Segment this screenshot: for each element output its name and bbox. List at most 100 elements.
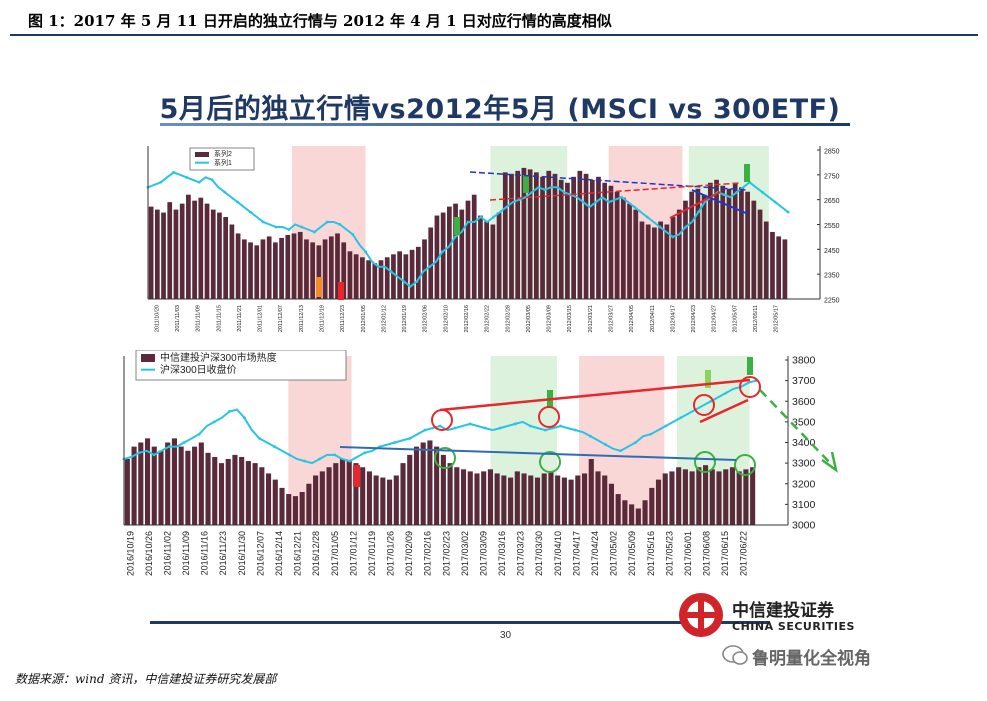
bar-78	[633, 209, 639, 299]
bar-19	[266, 236, 272, 299]
blue-trend-line	[339, 446, 737, 461]
bar-37	[373, 475, 379, 525]
bar-73	[602, 182, 608, 299]
bar-39	[387, 479, 393, 525]
x-tick-label-13: 2017/01/19	[367, 531, 377, 576]
bar-71	[602, 475, 608, 525]
bar-39	[391, 254, 396, 299]
highlight-circle-3	[739, 376, 761, 398]
y-tick-label-0: 3800	[792, 355, 816, 367]
y-tick-label-8: 3000	[792, 520, 816, 532]
bar-4	[151, 446, 157, 525]
bar-22	[285, 234, 291, 299]
x-tick-label-1: 2011/11/03	[175, 305, 181, 332]
y-tick-label-7: 3100	[792, 499, 816, 511]
red-arrow-lower	[699, 398, 749, 424]
line-point-62	[543, 188, 547, 192]
x-tick-label-19: 2017/03/09	[478, 531, 488, 576]
bar-64	[555, 475, 561, 525]
bar-23	[291, 233, 297, 299]
x-tick-label-7: 2016/12/07	[255, 531, 265, 576]
line-point-46	[441, 250, 444, 254]
y-tick-label-4: 3400	[792, 437, 816, 449]
bar-96	[745, 191, 750, 299]
line-point-80	[724, 391, 728, 395]
bar-69	[588, 459, 594, 525]
bar-64	[546, 170, 552, 299]
line-point-62	[589, 434, 592, 438]
bar-21	[279, 237, 284, 299]
line-point-66	[619, 449, 622, 453]
x-tick-label-21: 2012/03/21	[588, 305, 594, 333]
bar-6	[165, 442, 171, 525]
bar-25	[304, 239, 309, 299]
bar-2	[161, 212, 166, 299]
bar-78	[649, 487, 655, 525]
x-tick-label-18: 2012/03/05	[526, 305, 532, 333]
bar-62	[541, 473, 547, 525]
bar-57	[502, 172, 508, 299]
bar-86	[703, 465, 709, 525]
line-point-6	[167, 445, 171, 449]
x-tick-label-3: 2011/11/15	[216, 305, 222, 332]
bar-0	[124, 459, 130, 525]
bar-75	[614, 191, 620, 299]
line-point-38	[408, 436, 412, 440]
bar-68	[581, 473, 588, 525]
bar-4	[173, 209, 179, 299]
bar-51	[467, 471, 473, 525]
x-tick-label-9: 2016/12/21	[293, 531, 303, 576]
figure-title: 图 1：2017 年 5 月 11 日开启的独立行情与 2012 年 4 月 1…	[28, 12, 612, 30]
line-point-86	[697, 210, 700, 214]
bar-54	[484, 221, 490, 299]
x-tick-label-22: 2012/03/27	[609, 305, 615, 333]
bar-56	[496, 212, 502, 299]
bar-72	[596, 176, 601, 299]
x-tick-label-15: 2012/02/16	[464, 305, 470, 333]
line-point-12	[212, 420, 216, 424]
y-tick-label-5: 3300	[792, 458, 816, 470]
x-tick-label-23: 2017/04/10	[553, 531, 563, 576]
x-tick-label-13: 2012/02/06	[423, 305, 429, 333]
line-point-28	[325, 220, 329, 224]
x-tick-label-0: 2011/10/20	[154, 305, 160, 332]
x-tick-label-33: 2017/06/22	[739, 531, 749, 576]
bar-45	[427, 440, 433, 525]
bar-100	[770, 231, 775, 299]
bar-34	[360, 257, 365, 299]
x-tick-label-10: 2012/01/05	[361, 305, 367, 333]
x-tick-label-21: 2017/03/23	[516, 531, 526, 576]
line-point-96	[761, 190, 764, 194]
bar-41	[403, 254, 409, 299]
line-point-20	[274, 225, 278, 229]
legend-label-bar: 系列2	[214, 149, 232, 158]
x-tick-label-3: 2016/11/09	[181, 531, 191, 575]
bar-32	[347, 251, 353, 299]
bar-40	[393, 475, 399, 525]
bar-28	[322, 239, 328, 299]
bar-59	[515, 170, 521, 299]
line-point-42	[415, 280, 419, 284]
citic-logo-icon	[679, 593, 723, 637]
line-point-82	[671, 235, 675, 239]
bar-61	[534, 477, 541, 525]
bar-87	[709, 469, 715, 525]
line-point-60	[574, 428, 577, 432]
bar-17	[254, 245, 260, 299]
bar-95	[739, 187, 744, 299]
bar-93	[750, 467, 756, 525]
bar-68	[571, 176, 576, 299]
bar-79	[655, 479, 662, 525]
line-point-98	[773, 200, 777, 204]
bar-81	[652, 227, 657, 299]
highlight-circle-4	[434, 447, 456, 469]
bar-35	[366, 260, 371, 299]
bar-3	[167, 202, 173, 299]
line-point-78	[645, 215, 649, 219]
bar-30	[326, 467, 332, 525]
green-marker-2	[523, 175, 529, 193]
bar-26	[310, 242, 316, 299]
x-tick-label-29: 2017/05/23	[664, 531, 674, 576]
bar-83	[664, 224, 670, 299]
bar-71	[589, 179, 595, 299]
